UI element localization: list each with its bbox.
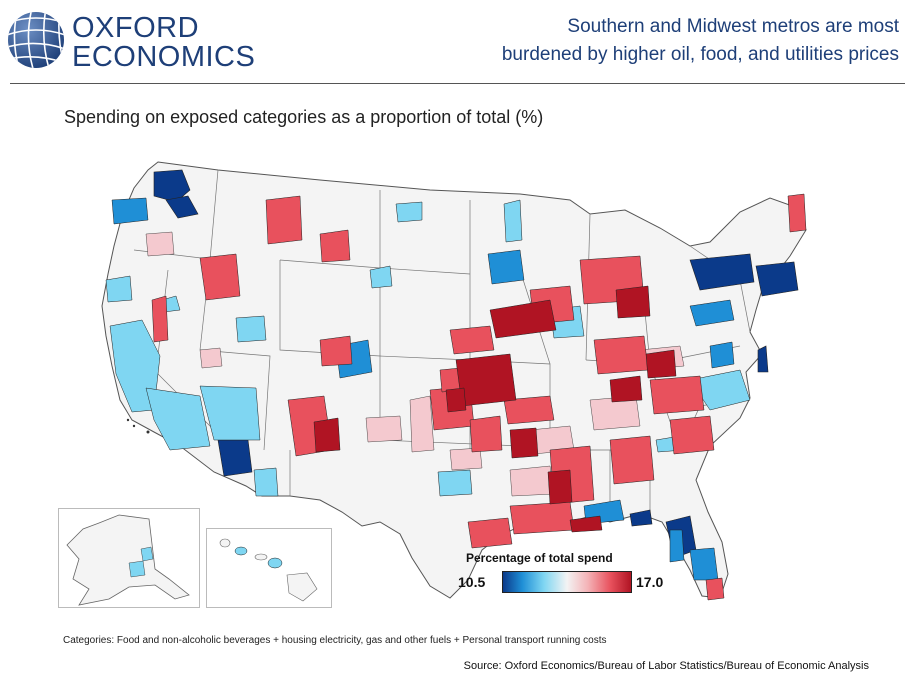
metros-dark-red xyxy=(313,285,677,533)
metros-mid-blue xyxy=(111,197,735,581)
map-svg xyxy=(101,161,807,601)
header-divider xyxy=(10,83,905,84)
metros-light-blue xyxy=(105,199,751,497)
metros-mid-red xyxy=(151,193,807,601)
globe-icon xyxy=(8,12,64,68)
legend-gradient-bar xyxy=(502,571,632,593)
hawaii-inset xyxy=(206,528,332,608)
logo-wordmark: OXFORD ECONOMICS xyxy=(72,14,255,72)
categories-note: Categories: Food and non-alcoholic bever… xyxy=(63,635,607,646)
map-subtitle: Spending on exposed categories as a prop… xyxy=(64,107,544,127)
channel-islands xyxy=(126,418,150,434)
logo-line-2: ECONOMICS xyxy=(72,41,256,73)
logo-line-1: OXFORD xyxy=(72,12,200,44)
alaska-map xyxy=(66,514,190,606)
headline-line-2: burdened by higher oil, food, and utilit… xyxy=(501,44,899,65)
metros-dark-blue xyxy=(153,169,799,559)
legend-max-label: 17.0 xyxy=(636,574,664,590)
metros-pale-pink xyxy=(145,231,685,497)
headline-line-1: Southern and Midwest metros are most xyxy=(567,16,899,37)
oxford-economics-logo: OXFORD ECONOMICS xyxy=(6,6,286,76)
hawaii-map xyxy=(219,538,318,602)
legend-min-label: 10.5 xyxy=(458,574,486,590)
headline: Southern and Midwest metros are most bur… xyxy=(429,13,899,69)
alaska-inset xyxy=(58,508,200,608)
legend-title: Percentage of total spend xyxy=(466,551,613,565)
source-note: Source: Oxford Economics/Bureau of Labor… xyxy=(463,660,869,672)
us-metro-map xyxy=(50,150,870,610)
color-legend: Percentage of total spend 10.5 17.0 xyxy=(450,551,663,596)
